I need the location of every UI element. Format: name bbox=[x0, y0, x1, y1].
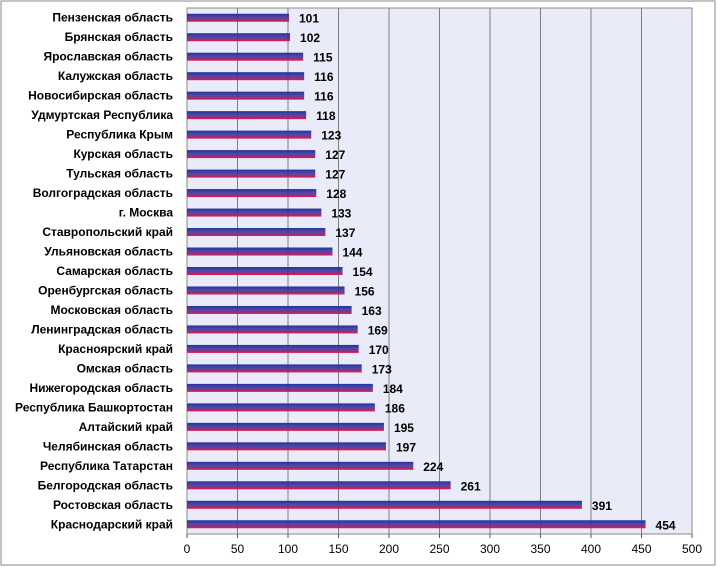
bar bbox=[187, 305, 352, 314]
category-label: Омская область bbox=[77, 361, 173, 375]
bar bbox=[187, 461, 414, 470]
category-label: Алтайский край bbox=[79, 420, 173, 434]
x-tick-label: 200 bbox=[379, 542, 399, 556]
x-tick-label: 450 bbox=[631, 542, 651, 556]
category-labels: Пензенская область Брянская область Яросла… bbox=[15, 11, 173, 532]
category-label: Оренбургская область bbox=[38, 283, 173, 297]
category-label: Ростовская область bbox=[53, 498, 173, 512]
bar bbox=[187, 130, 312, 139]
bar bbox=[187, 208, 322, 217]
value-label: 261 bbox=[461, 479, 481, 493]
bar bbox=[187, 13, 290, 22]
bar bbox=[187, 325, 358, 334]
value-label: 195 bbox=[394, 421, 414, 435]
value-label: 128 bbox=[326, 187, 346, 201]
bar bbox=[187, 344, 359, 353]
x-tick-label: 150 bbox=[328, 542, 348, 556]
category-label: Ульяновская область bbox=[44, 245, 173, 259]
value-label: 173 bbox=[372, 362, 392, 376]
category-label: Республика Крым bbox=[66, 128, 173, 142]
bar bbox=[187, 247, 333, 256]
x-tick-label: 500 bbox=[682, 542, 702, 556]
x-tick-label: 300 bbox=[480, 542, 500, 556]
category-label: Курская область bbox=[73, 147, 173, 161]
category-label: Пензенская область bbox=[52, 11, 173, 25]
value-label: 116 bbox=[314, 90, 334, 104]
value-label: 169 bbox=[368, 323, 388, 337]
bar bbox=[187, 33, 291, 42]
category-label: Московская область bbox=[51, 303, 173, 317]
category-label: Самарская область bbox=[56, 264, 173, 278]
category-label: Челябинская область bbox=[43, 439, 173, 453]
bar bbox=[187, 422, 384, 431]
value-label: 123 bbox=[321, 129, 341, 143]
value-label: 127 bbox=[325, 148, 345, 162]
value-label: 137 bbox=[335, 226, 355, 240]
bars-group bbox=[187, 13, 646, 529]
category-label: Удмуртская Республика bbox=[31, 108, 173, 122]
x-tick-label: 250 bbox=[429, 542, 449, 556]
bar bbox=[187, 150, 316, 159]
category-label: Новосибирская область bbox=[28, 89, 173, 103]
value-labels: 101 102 115 116 116 118 123 127 127 128 133 137 144 1… bbox=[299, 12, 676, 533]
category-label: г. Москва bbox=[119, 206, 174, 220]
bar bbox=[187, 91, 305, 100]
category-label: Республика Башкортостан bbox=[15, 400, 173, 414]
bar bbox=[187, 403, 375, 412]
category-label: Калужская область bbox=[58, 69, 173, 83]
bar bbox=[187, 189, 317, 198]
x-tick-label: 400 bbox=[581, 542, 601, 556]
value-label: 197 bbox=[396, 440, 416, 454]
category-label: Ярославская область bbox=[43, 50, 173, 64]
bar bbox=[187, 267, 343, 275]
bar bbox=[187, 228, 326, 237]
category-label: Ленинградская область bbox=[31, 322, 173, 336]
bar bbox=[187, 442, 386, 451]
x-tick-label: 100 bbox=[278, 542, 298, 556]
value-label: 163 bbox=[362, 304, 382, 318]
bar bbox=[187, 364, 362, 373]
bar bbox=[187, 286, 345, 295]
category-label: Белгородская область bbox=[38, 478, 173, 492]
value-label: 101 bbox=[299, 12, 319, 26]
value-label: 184 bbox=[383, 382, 403, 396]
x-tick-label: 0 bbox=[184, 542, 191, 556]
value-label: 224 bbox=[423, 460, 443, 474]
category-label: Тульская область bbox=[66, 167, 173, 181]
category-label: Нижегородская область bbox=[29, 381, 173, 395]
bar bbox=[187, 481, 451, 490]
value-label: 133 bbox=[331, 207, 351, 221]
x-tick-label: 50 bbox=[231, 542, 245, 556]
value-label: 170 bbox=[369, 343, 389, 357]
bar bbox=[187, 111, 307, 120]
value-label: 102 bbox=[300, 31, 320, 45]
value-label: 115 bbox=[313, 51, 333, 65]
category-label: Брянская область bbox=[65, 30, 173, 44]
value-label: 454 bbox=[656, 518, 676, 532]
bar bbox=[187, 72, 305, 81]
value-label: 391 bbox=[592, 499, 612, 513]
value-label: 127 bbox=[325, 168, 345, 182]
x-axis-tick-labels: 0 50 100 150 200 250 300 350 400 450 500 bbox=[184, 542, 703, 556]
value-label: 156 bbox=[355, 284, 375, 298]
category-label: Волгоградская область bbox=[33, 186, 173, 200]
x-tick-label: 350 bbox=[530, 542, 550, 556]
value-label: 154 bbox=[353, 265, 373, 279]
bar bbox=[187, 383, 373, 392]
value-label: 118 bbox=[316, 109, 336, 123]
bar bbox=[187, 520, 646, 529]
category-label: Краснодарский край bbox=[51, 517, 173, 531]
category-label: Ставропольский край bbox=[42, 225, 173, 239]
value-label: 186 bbox=[385, 401, 405, 415]
value-label: 144 bbox=[342, 246, 362, 260]
bar bbox=[187, 500, 582, 509]
bar bbox=[187, 52, 304, 61]
category-label: Красноярский край bbox=[58, 342, 173, 356]
bar bbox=[187, 169, 316, 178]
value-label: 116 bbox=[314, 70, 334, 84]
category-label: Республика Татарстан bbox=[40, 459, 173, 473]
